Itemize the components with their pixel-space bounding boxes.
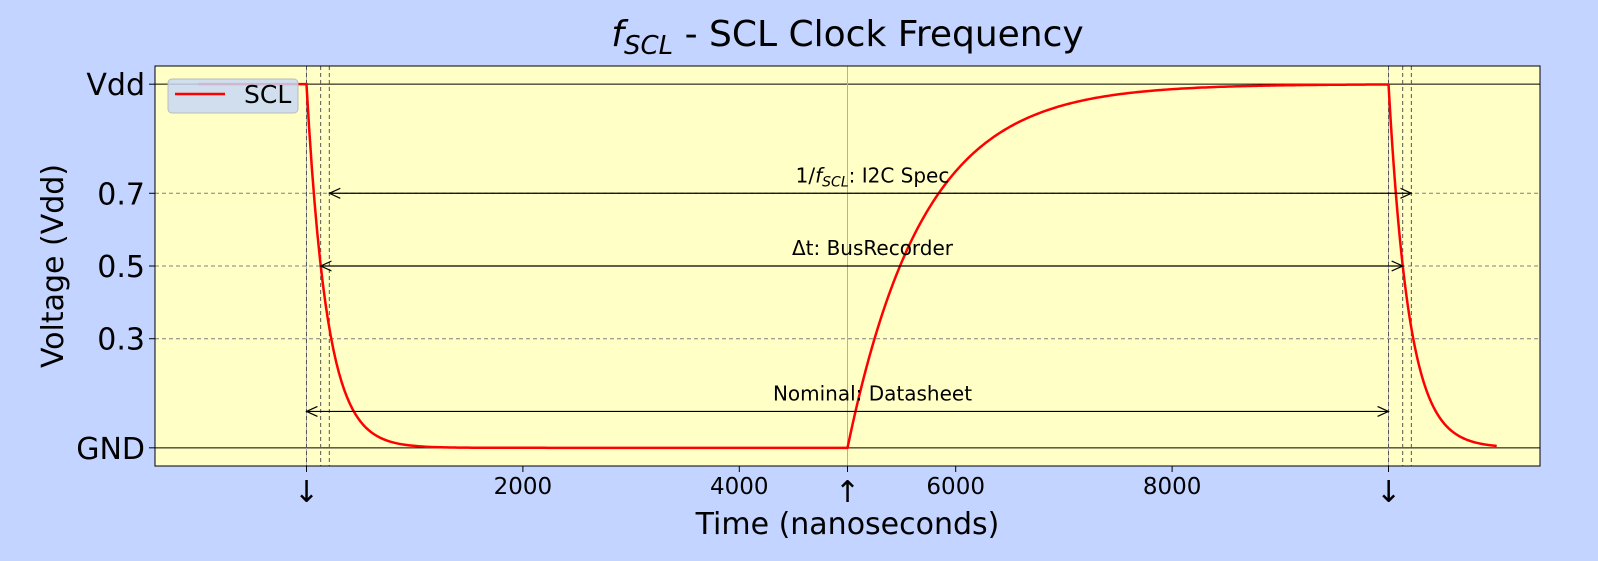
legend-label-0: SCL (244, 80, 291, 109)
xtick-label-5: 8000 (1143, 474, 1202, 500)
x-axis-label: Time (nanoseconds) (695, 507, 1000, 542)
ytick-label-0.7: 0.7 (97, 177, 145, 212)
xtick-label-0: ↓ (294, 475, 319, 510)
chart-title: fSCL - SCL Clock Frequency (611, 14, 1083, 61)
annotation-label-1: Δt: BusRecorder (792, 236, 954, 260)
ytick-label-GND: GND (76, 432, 145, 467)
annotation-label-0: 1/fSCL: I2C Spec (796, 163, 950, 190)
y-axis-label: Voltage (Vdd) (36, 164, 71, 368)
xtick-label-4: 6000 (926, 474, 985, 500)
x-axis-ticks: ↓ 2000 4000 ↑ 6000 8000 ↓ (294, 466, 1401, 510)
ytick-label-0.3: 0.3 (97, 323, 145, 358)
ytick-label-0.5: 0.5 (97, 250, 145, 285)
series-line-scl (198, 82, 1497, 450)
xtick-label-6: ↓ (1376, 475, 1401, 510)
xtick-label-1: 2000 (494, 474, 553, 500)
xtick-label-2: 4000 (710, 474, 769, 500)
legend-box (167, 78, 299, 114)
y-axis-ticks: GND 0.3 0.5 0.7 Vdd (76, 68, 155, 467)
annotation-label-2: Nominal: Datasheet (773, 382, 972, 406)
xtick-label-3: ↑ (835, 475, 860, 510)
plot-area: 1/fSCL: I2C Spec Δt: BusRecorder Nominal: … (154, 65, 1541, 467)
legend: SCL (167, 78, 299, 114)
ytick-label-Vdd: Vdd (86, 68, 145, 103)
